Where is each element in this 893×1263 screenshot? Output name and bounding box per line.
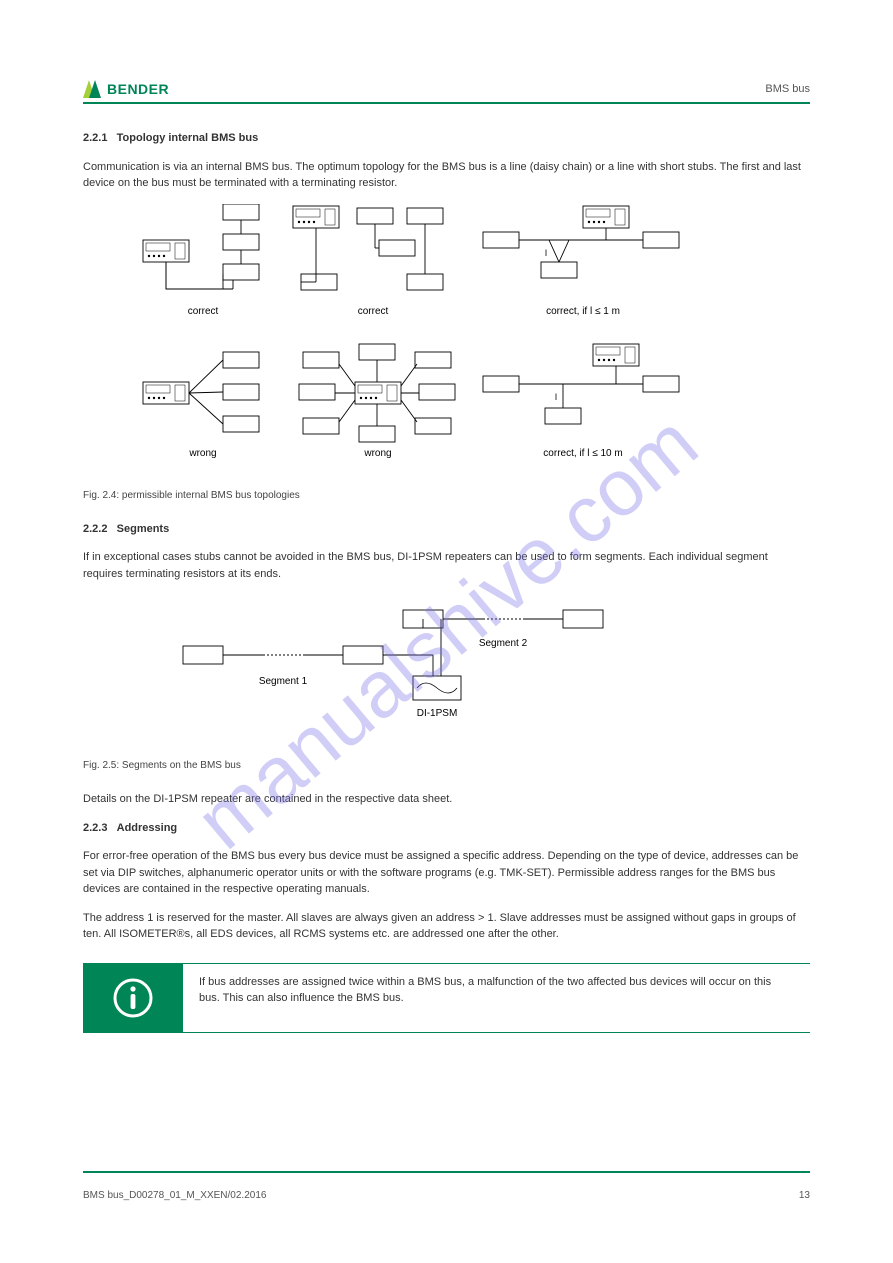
info-icon-cell [83, 963, 183, 1033]
section-2-2-2-para1: If in exceptional cases stubs cannot be … [83, 549, 810, 582]
section-2-2-3-heading: 2.2.3 Addressing [83, 820, 810, 837]
segment1-label: Segment 1 [259, 676, 308, 687]
info-icon [111, 976, 155, 1020]
section-2-2-2-heading: 2.2.2 Segments [83, 521, 810, 538]
label-correct-1: correct [188, 306, 219, 317]
section-title: Segments [117, 523, 170, 535]
label-wrong-1: wrong [188, 448, 216, 459]
figure-2-4-caption: Fig. 2.4: permissible internal BMS bus t… [83, 490, 810, 501]
section-number: 2.2.3 [83, 822, 107, 834]
section-title: Topology internal BMS bus [117, 132, 259, 144]
header-section-label: BMS bus [765, 83, 810, 95]
figure-2-5-caption: Fig. 2.5: Segments on the BMS bus [83, 760, 810, 771]
footer-doc-id: BMS bus_D00278_01_M_XXEN/02.2016 [83, 1190, 266, 1201]
repeater-label: DI-1PSM [417, 708, 458, 719]
figure-2-5: Segment 1 Segment 2 DI-1PSM Fig. 2.5: Se… [83, 594, 810, 771]
svg-text:l: l [545, 248, 547, 258]
section-number: 2.2.1 [83, 132, 107, 144]
segment2-label: Segment 2 [479, 638, 528, 649]
info-callout: If bus addresses are assigned twice with… [83, 963, 810, 1033]
segments-diagram: Segment 1 Segment 2 DI-1PSM [163, 594, 683, 754]
figure-2-4: correct [83, 204, 810, 501]
section-2-2-2-para2: Details on the DI-1PSM repeater are cont… [83, 791, 810, 808]
label-correct-3: correct, if l ≤ 1 m [546, 306, 620, 317]
topology-diagram: correct [83, 204, 703, 484]
brand-logo: BENDER [83, 80, 169, 98]
page-footer: BMS bus_D00278_01_M_XXEN/02.2016 13 [83, 1190, 810, 1201]
section-2-2-3-para1: For error-free operation of the BMS bus … [83, 848, 810, 898]
footer-rule [83, 1171, 810, 1173]
footer-page-number: 13 [799, 1190, 810, 1201]
svg-text:l: l [555, 392, 557, 402]
page-content: 2.2.1 Topology internal BMS bus Communic… [83, 130, 810, 1033]
label-wrong-2: wrong [363, 448, 391, 459]
page-header: BENDER BMS bus [83, 80, 810, 104]
label-correct-2: correct [358, 306, 389, 317]
section-number: 2.2.2 [83, 523, 107, 535]
section-2-2-1-heading: 2.2.1 Topology internal BMS bus [83, 130, 810, 147]
brand-text: BENDER [107, 81, 169, 97]
label-correct-4: correct, if l ≤ 10 m [543, 448, 622, 459]
logo-icon [83, 80, 101, 98]
info-text: If bus addresses are assigned twice with… [183, 963, 810, 1033]
section-title: Addressing [117, 822, 178, 834]
section-2-2-3-para2: The address 1 is reserved for the master… [83, 910, 810, 943]
section-2-2-1-para: Communication is via an internal BMS bus… [83, 159, 810, 192]
